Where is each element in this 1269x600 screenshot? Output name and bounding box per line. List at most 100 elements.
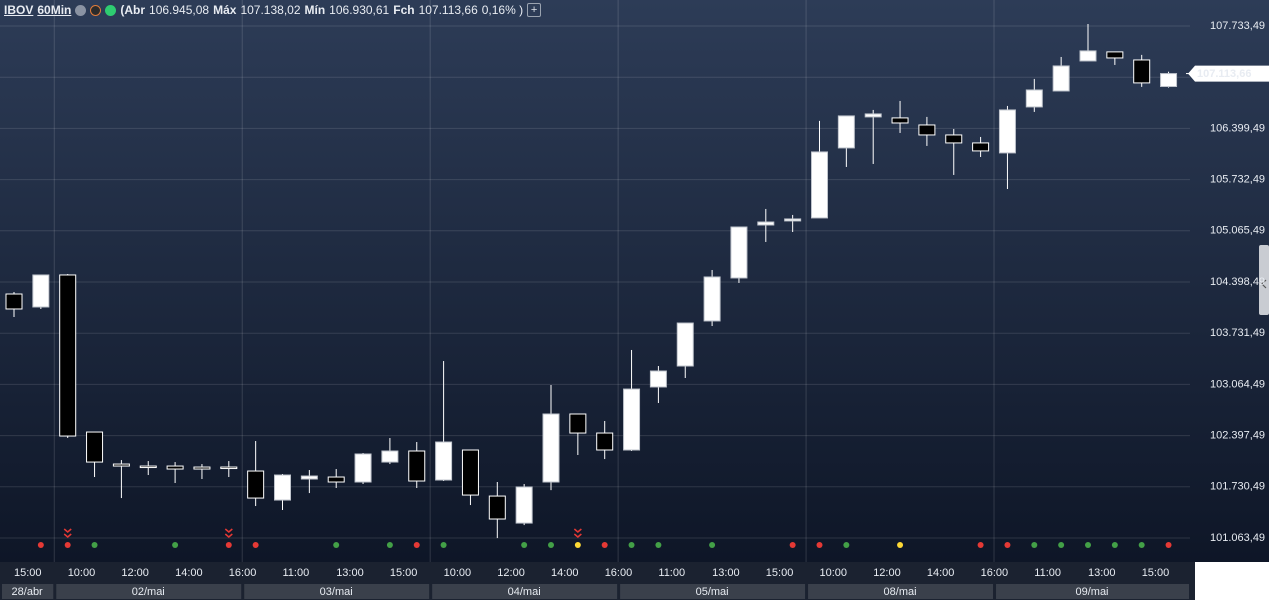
signal-dot [413,542,420,548]
corner-box [1195,562,1269,600]
x-tick-label: 12:00 [497,567,525,579]
signal-dot [601,542,608,548]
interval[interactable]: 60Min [37,3,72,17]
header: IBOV 60Min (Abr 106.945,08 Máx 107.138,0… [4,2,542,18]
side-handle-arrow [1261,279,1267,289]
x-tick-label: 11:00 [1034,567,1061,579]
signal-arrow [573,528,582,533]
signal-dot [709,542,716,548]
y-tick-label: 103.731,49 [1210,327,1265,339]
candle-body [918,124,936,136]
candle-body [327,476,345,483]
high-label: Máx [213,3,237,17]
candle-body [945,134,963,144]
y-tick-label: 102.397,49 [1210,430,1265,442]
day-label: 02/mai [132,586,165,598]
signal-dot [440,542,447,548]
symbol[interactable]: IBOV [4,3,34,17]
candle-body [757,221,775,226]
candle-body [596,432,614,451]
candle-body [515,486,533,524]
candle-body [86,431,104,463]
signal-dot [574,542,581,548]
signal-dot [977,542,984,548]
x-tick-label: 10:00 [820,567,848,579]
day-box [432,584,618,599]
x-tick-label: 12:00 [873,567,901,579]
y-tick-label: 103.064,49 [1210,378,1265,390]
signal-dot [225,542,232,548]
x-tick-label: 14:00 [551,567,579,579]
x-tick-label: 15:00 [14,567,42,579]
candle-body [139,465,157,469]
signal-dot [172,542,179,548]
y-tick-label: 105.065,49 [1210,225,1265,237]
signal-dot [1085,542,1091,548]
candle-body [972,142,990,152]
day-box [808,584,994,599]
status-icon [105,4,117,16]
candle-body [1025,89,1043,108]
day-box [244,584,430,599]
settings-icon[interactable] [75,4,87,16]
signal-dot [386,542,393,548]
x-tick-label: 11:00 [283,567,310,579]
candle-body [784,218,802,222]
high-value: 107.138,02 [240,3,301,17]
candle-body [5,293,23,310]
day-box [620,584,806,599]
candle-body [1106,51,1124,59]
candle-body [300,475,318,480]
x-tick-label: 14:00 [927,567,955,579]
candle-body [32,274,50,308]
change: 0,16% ) [481,3,524,17]
x-tick-label: 16:00 [605,567,633,579]
day-box [56,584,242,599]
low-label: Mín [304,3,326,17]
candle-body [864,113,882,118]
candle-body [354,453,372,483]
x-tick-label: 13:00 [336,567,364,579]
signal-arrow [224,528,233,533]
signal-dot [816,542,823,548]
candle-body [891,117,909,124]
signal-dot [843,542,850,548]
x-tick-label: 10:00 [68,567,96,579]
candle-body [837,115,855,149]
candle-body [703,276,721,322]
add-button[interactable]: + [527,3,542,17]
candle-body [435,441,453,481]
signal-dot [1111,542,1118,548]
x-tick-label: 13:00 [712,567,740,579]
x-tick-label: 15:00 [766,567,794,579]
candle-body [166,465,184,470]
candle-body [1079,50,1097,62]
x-tick-label: 11:00 [658,567,685,579]
close-value: 107.113,66 [418,3,478,17]
x-tick-label: 15:00 [1142,567,1170,579]
signal-arrow [63,528,72,533]
signal-arrow [573,533,582,538]
play-icon[interactable] [90,4,102,16]
candle-body [730,226,748,279]
day-box [2,584,54,599]
signal-dot [333,542,340,548]
candle-body [193,466,211,470]
candle-body [1052,65,1070,92]
day-label: 28/abr [12,586,44,598]
candle-body [569,413,587,434]
signal-dot [1004,542,1011,548]
y-tick-label: 101.730,49 [1210,481,1265,493]
plot-background [0,0,1269,562]
low-value: 106.930,61 [329,3,390,17]
side-handle[interactable] [1259,245,1269,315]
x-tick-label: 14:00 [175,567,203,579]
signal-dot [655,542,662,548]
signal-dot [789,542,796,548]
last-price-tag [1188,65,1269,82]
signal-dot [521,542,528,548]
candle-body [112,463,130,467]
y-tick-label: 104.398,49 [1210,276,1265,288]
candle-body [381,450,399,463]
